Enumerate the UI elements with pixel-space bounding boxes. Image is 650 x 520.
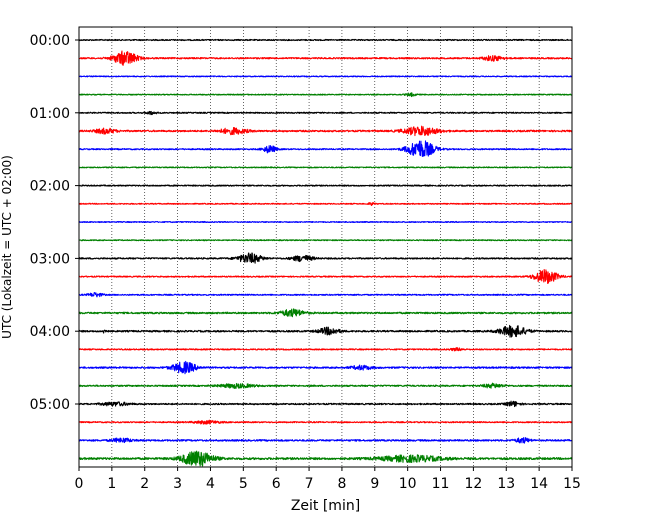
x-tick-label: 15 [563, 476, 581, 492]
x-axis-label: Zeit [min] [291, 498, 360, 514]
seismic-trace-row-3 [78, 92, 573, 98]
seismic-trace-row-14 [78, 292, 573, 298]
vertical-grid [111, 27, 540, 467]
seismic-trace-row-6 [78, 140, 573, 158]
seismic-trace-row-22 [78, 437, 573, 444]
x-tick-label: 6 [272, 476, 281, 492]
x-tick-label: 2 [140, 476, 149, 492]
y-tick-label: 01:00 [30, 106, 70, 122]
plot-frame [78, 26, 573, 468]
y-tick-label: 03:00 [30, 251, 70, 267]
seismic-trace-row-2 [78, 75, 573, 78]
x-tick-label: 4 [206, 476, 215, 492]
seismic-trace-row-17 [78, 347, 573, 352]
seismic-trace-row-11 [78, 239, 573, 242]
x-tick-label: 11 [432, 476, 450, 492]
seismic-trace-row-12 [78, 252, 573, 264]
seismic-trace-row-21 [78, 419, 573, 425]
seismic-trace-row-7 [78, 166, 573, 169]
seismic-trace-row-8 [78, 184, 573, 187]
seismic-trace-row-23 [78, 450, 573, 467]
seismic-trace-row-20 [78, 400, 573, 408]
y-tick-label: 00:00 [30, 33, 70, 49]
x-tick-label: 0 [75, 476, 84, 492]
seismic-trace-row-1 [78, 50, 573, 66]
seismic-trace-row-13 [78, 269, 573, 285]
trace-group [78, 38, 573, 467]
seismic-trace-row-16 [78, 324, 573, 338]
x-tick-label: 10 [399, 476, 417, 492]
seismic-trace-row-5 [78, 125, 573, 137]
seismic-trace-row-18 [78, 360, 573, 375]
x-tick-label: 14 [530, 476, 548, 492]
y-tick-label: 04:00 [30, 324, 70, 340]
y-axis-ticks: 00:00 01:00 02:00 03:00 04:00 05:00 [30, 33, 79, 413]
seismic-trace-row-4 [78, 110, 573, 116]
seismic-trace-row-10 [78, 220, 573, 224]
x-tick-label: 12 [464, 476, 482, 492]
seismic-trace-row-19 [78, 382, 573, 389]
y-tick-label: 02:00 [30, 179, 70, 195]
x-tick-label: 5 [239, 476, 248, 492]
x-tick-label: 13 [497, 476, 515, 492]
x-tick-label: 1 [107, 476, 116, 492]
x-axis-ticks: 0 1 2 3 4 5 6 7 8 9 10 11 12 13 14 15 [75, 467, 581, 492]
seismic-trace-row-0 [78, 38, 573, 42]
x-tick-label: 9 [370, 476, 379, 492]
y-tick-label: 05:00 [30, 397, 70, 413]
x-tick-label: 7 [305, 476, 314, 492]
x-tick-label: 3 [173, 476, 182, 492]
x-tick-label: 8 [337, 476, 346, 492]
seismic-trace-row-9 [78, 201, 573, 207]
seismic-trace-row-15 [78, 308, 573, 318]
y-axis-label: UTC (Lokalzeit = UTC + 02:00) [0, 155, 14, 339]
